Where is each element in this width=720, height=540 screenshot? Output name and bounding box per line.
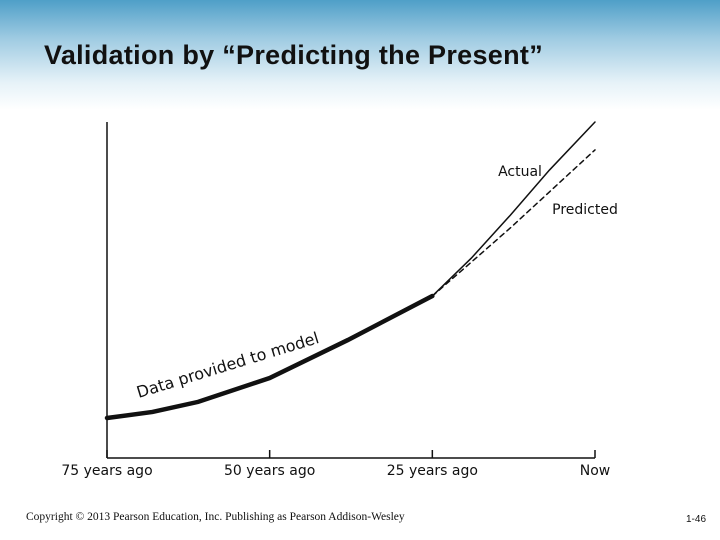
series-line	[431, 149, 596, 297]
copyright: Copyright © 2013 Pearson Education, Inc.…	[26, 511, 405, 523]
x-tick-label: 75 years ago	[61, 463, 152, 479]
x-tick-label: 50 years ago	[224, 463, 315, 479]
slide-title: Validation by “Predicting the Present”	[44, 40, 544, 70]
page-number: 1-46	[685, 514, 706, 525]
series-line	[431, 121, 596, 297]
series-label: Actual	[498, 164, 542, 180]
x-tick-label: Now	[580, 463, 611, 479]
x-tick-label: 25 years ago	[387, 463, 478, 479]
series-line	[104, 293, 435, 421]
series-label: Predicted	[552, 202, 618, 218]
header-banner	[0, 0, 720, 110]
